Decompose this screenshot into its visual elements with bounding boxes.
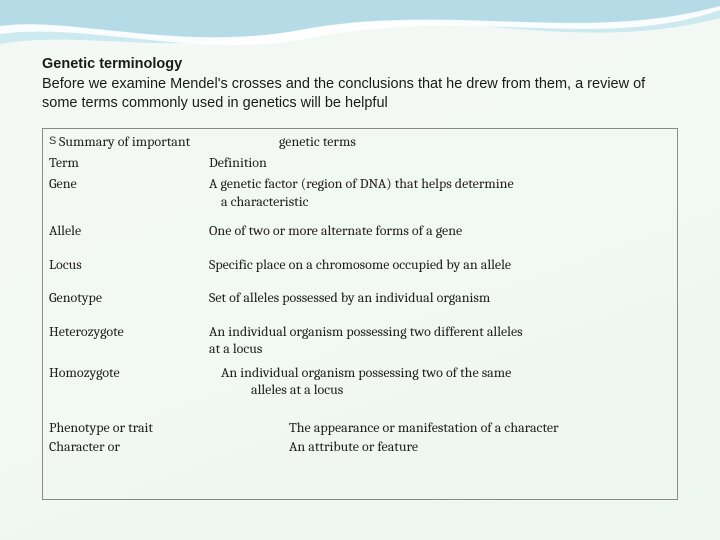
definition-cell: A genetic factor (region of DNA) that he… <box>209 173 671 210</box>
table-row: Character or An attribute or feature <box>43 436 677 456</box>
terms-table: S Summary of important genetic terms Ter… <box>42 128 678 500</box>
corner-mark: S <box>49 135 56 147</box>
def-line: alleles at a locus <box>209 381 671 399</box>
table-row: Allele One of two or more alternate form… <box>43 220 677 240</box>
def-line: A genetic factor (region of DNA) that he… <box>209 175 671 193</box>
intro-paragraph: Before we examine Mendel's crosses and t… <box>42 75 678 114</box>
def-line: at a locus <box>209 340 671 358</box>
def-line: An individual organism possessing two of… <box>209 364 671 382</box>
term-cell: Genotype <box>49 287 209 306</box>
definition-cell: An individual organism possessing two di… <box>209 321 671 358</box>
table-row: Homozygote An individual organism posses… <box>43 362 677 399</box>
col-term: Term <box>49 154 209 171</box>
term-cell: Homozygote <box>49 362 209 381</box>
definition-cell: The appearance or manifestation of a cha… <box>259 417 671 437</box>
definition-cell: One of two or more alternate forms of a … <box>209 220 671 240</box>
col-definition: Definition <box>209 154 671 171</box>
definition-cell: An individual organism possessing two of… <box>209 362 671 399</box>
table-row: Genotype Set of alleles possessed by an … <box>43 287 677 307</box>
text-block: Genetic terminology Before we examine Me… <box>42 55 678 114</box>
table-header-row: Term Definition <box>43 150 677 173</box>
table-row: Phenotype or trait The appearance or man… <box>43 417 677 437</box>
summary-left: Summary of important <box>49 133 279 150</box>
definition-cell: Set of alleles possessed by an individua… <box>209 287 671 307</box>
term-cell: Locus <box>49 254 209 273</box>
summary-right: genetic terms <box>279 133 671 150</box>
def-line: a characteristic <box>209 193 671 211</box>
def-line: An individual organism possessing two di… <box>209 323 671 341</box>
table-summary-row: Summary of important genetic terms <box>43 129 677 150</box>
term-cell: Allele <box>49 220 209 239</box>
table-row: Locus Specific place on a chromosome occ… <box>43 254 677 274</box>
definition-cell: An attribute or feature <box>259 436 671 456</box>
definition-cell: Specific place on a chromosome occupied … <box>209 254 671 274</box>
term-cell: Gene <box>49 173 209 192</box>
table-row: Gene A genetic factor (region of DNA) th… <box>43 173 677 210</box>
term-cell: Heterozygote <box>49 321 209 340</box>
page-title: Genetic terminology <box>42 55 678 75</box>
term-cell: Phenotype or trait <box>49 417 259 436</box>
table-row: Heterozygote An individual organism poss… <box>43 321 677 358</box>
term-cell: Character or <box>49 436 259 455</box>
